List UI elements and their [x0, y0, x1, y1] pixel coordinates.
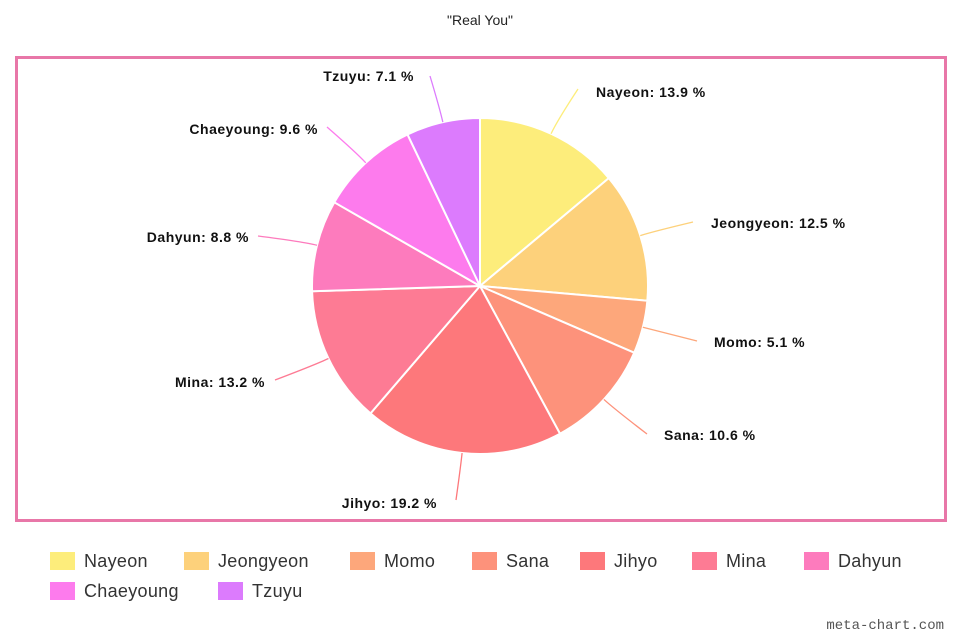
watermark[interactable]: meta-chart.com	[826, 618, 944, 634]
legend-item-jihyo[interactable]: Jihyo	[580, 551, 692, 572]
leader-line-sana	[603, 398, 648, 435]
legend-item-mina[interactable]: Mina	[692, 551, 804, 572]
leader-line-dahyun	[257, 235, 318, 246]
legend-item-jeongyeon[interactable]: Jeongyeon	[184, 551, 350, 572]
legend-item-chaeyoung[interactable]: Chaeyoung	[50, 581, 218, 602]
legend-item-sana[interactable]: Sana	[472, 551, 580, 572]
slice-label-momo: Momo: 5.1 %	[714, 334, 805, 350]
legend-swatch	[804, 552, 829, 570]
pie-slice-nayeon[interactable]	[479, 116, 611, 289]
legend-label: Nayeon	[84, 550, 148, 571]
slice-label-dahyun: Dahyun: 8.8 %	[147, 229, 249, 245]
legend-label: Jihyo	[614, 550, 658, 571]
legend-label: Chaeyoung	[84, 580, 179, 601]
slice-label-sana: Sana: 10.6 %	[664, 427, 756, 443]
legend-swatch	[692, 552, 717, 570]
pie-slice-jihyo[interactable]	[369, 284, 562, 455]
slice-label-chaeyoung: Chaeyoung: 9.6 %	[189, 121, 318, 137]
legend-label: Dahyun	[838, 550, 902, 571]
slice-label-mina: Mina: 13.2 %	[175, 374, 265, 390]
legend-swatch	[50, 552, 75, 570]
leader-line-momo	[642, 326, 698, 342]
legend-swatch	[218, 582, 243, 600]
slice-label-jihyo: Jihyo: 19.2 %	[342, 495, 437, 511]
leader-line-jihyo	[455, 452, 463, 501]
legend-row: Chaeyoung Tzuyu	[50, 576, 930, 606]
legend-label: Momo	[384, 550, 436, 571]
chart-frame	[15, 56, 947, 522]
legend-item-nayeon[interactable]: Nayeon	[50, 551, 184, 572]
legend-swatch	[50, 582, 75, 600]
leader-line-mina	[274, 357, 329, 381]
legend-item-tzuyu[interactable]: Tzuyu	[218, 581, 303, 602]
slice-label-nayeon: Nayeon: 13.9 %	[596, 84, 706, 100]
pie-slice-jeongyeon[interactable]	[477, 176, 649, 302]
pie-slice-tzuyu[interactable]	[406, 116, 481, 287]
pie-slice-dahyun[interactable]	[311, 200, 484, 293]
legend-swatch	[184, 552, 209, 570]
legend-label: Jeongyeon	[218, 550, 309, 571]
legend-label: Tzuyu	[252, 580, 303, 601]
legend: Nayeon Jeongyeon Momo Sana Jihyo Mina Da…	[50, 546, 930, 606]
leader-line-tzuyu	[429, 75, 444, 123]
legend-swatch	[472, 552, 497, 570]
legend-label: Mina	[726, 550, 767, 571]
leader-line-nayeon	[550, 88, 579, 135]
slice-label-tzuyu: Tzuyu: 7.1 %	[323, 68, 414, 84]
pie-slice-sana[interactable]	[477, 283, 636, 436]
legend-label: Sana	[506, 550, 550, 571]
legend-item-dahyun[interactable]: Dahyun	[804, 551, 902, 572]
legend-item-momo[interactable]: Momo	[350, 551, 472, 572]
chart-title: "Real You"	[447, 12, 513, 28]
leader-line-chaeyoung	[326, 126, 367, 164]
legend-row: Nayeon Jeongyeon Momo Sana Jihyo Mina Da…	[50, 546, 930, 576]
slice-label-jeongyeon: Jeongyeon: 12.5 %	[711, 215, 846, 231]
legend-swatch	[350, 552, 375, 570]
legend-swatch	[580, 552, 605, 570]
leader-line-jeongyeon	[640, 221, 694, 237]
pie-slice-mina[interactable]	[311, 284, 483, 415]
